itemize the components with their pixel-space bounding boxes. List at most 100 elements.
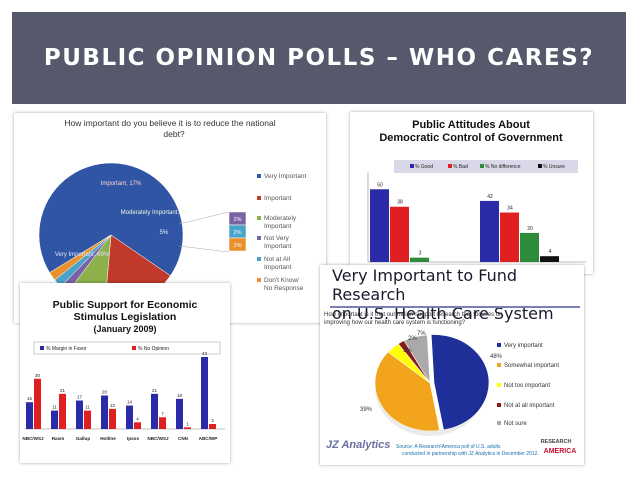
bar1-bar bbox=[390, 206, 409, 262]
bar1-value-label: 3 bbox=[419, 251, 422, 257]
bar2-value-label: 1 bbox=[186, 421, 189, 426]
pie1-title-line2: debt? bbox=[163, 129, 185, 139]
health-research-pie-chart: How important is it that our nation supp… bbox=[324, 312, 576, 457]
bar2-bar bbox=[134, 422, 141, 429]
democratic-control-panel: Public Attitudes About Democratic Contro… bbox=[350, 112, 593, 274]
pie2-legend-label: Not at all important bbox=[504, 403, 555, 409]
pie2-pct-label: 48% bbox=[490, 354, 503, 360]
pie2-slice bbox=[403, 334, 431, 384]
pie2-legend-label: Somewhat important bbox=[504, 363, 559, 369]
bar1-value-label: 42 bbox=[487, 194, 493, 200]
bar2-bar bbox=[209, 423, 216, 429]
bar2-value-label: 18 bbox=[177, 393, 183, 398]
breakout-label: 2% bbox=[234, 230, 242, 236]
bar1-legend-swatch bbox=[448, 164, 452, 168]
pie2-pct-label: 39% bbox=[360, 407, 373, 413]
bar1-legend-box bbox=[394, 160, 578, 173]
pie1-slice-label: Moderately Important, 9% bbox=[121, 210, 190, 216]
bar2-category-label: CNN bbox=[178, 436, 189, 441]
bar1-bar bbox=[410, 257, 429, 262]
slide-title: PUBLIC OPINION POLLS – WHO CARES? bbox=[43, 45, 595, 71]
bar1-legend-label: % Good bbox=[415, 164, 433, 170]
bar1-value-label: 34 bbox=[507, 206, 513, 212]
pie1-slice-label: Very Important, 69% bbox=[55, 252, 110, 258]
bar2-value-label: 21 bbox=[60, 388, 66, 393]
bar2-legend-swatch bbox=[132, 346, 136, 350]
pie1-slice bbox=[38, 162, 184, 277]
bar2-bar bbox=[26, 402, 33, 429]
pie2-legend-swatch bbox=[497, 421, 501, 425]
bar2-category-label: Rasm bbox=[52, 436, 65, 441]
pie1-legend-swatch bbox=[257, 257, 261, 261]
bar2-value-label: 21 bbox=[152, 388, 158, 393]
pie2-legend-label: Very important bbox=[504, 343, 543, 349]
bar2-bar bbox=[159, 417, 166, 429]
pie2-legend-swatch bbox=[497, 343, 501, 347]
bar1-title-line2: Democratic Control of Government bbox=[379, 132, 563, 144]
bar2-bar bbox=[34, 378, 41, 429]
bar1-title-line1: Public Attitudes About bbox=[412, 119, 530, 131]
bar1-legend-swatch bbox=[538, 164, 542, 168]
stimulus-support-panel: Public Support for Economic Stimulus Leg… bbox=[20, 283, 230, 463]
bar1-legend-swatch bbox=[410, 164, 414, 168]
bar1-bar bbox=[540, 256, 559, 262]
pie2-question-line2: improving how our health care system is … bbox=[324, 320, 466, 326]
pie2-pct-label: 5% bbox=[403, 348, 412, 354]
bar2-category-label: NBC/WSJ bbox=[147, 436, 169, 441]
breakout-connector bbox=[178, 211, 230, 225]
bar1-value-label: 20 bbox=[527, 226, 533, 232]
bar1-legend-label: % Bad bbox=[453, 164, 468, 170]
national-debt-pie-chart: How important do you believe it is to re… bbox=[38, 118, 306, 308]
health-research-title: Very Important to Fund Research on U.S. … bbox=[332, 266, 584, 323]
breakout-label: 2% bbox=[234, 243, 242, 249]
bar2-value-label: 12 bbox=[110, 403, 116, 408]
bar1-legend-label: % No difference bbox=[485, 164, 521, 170]
bar2-legend-label: % Margin in Favor bbox=[46, 346, 87, 352]
bar2-bar bbox=[51, 410, 58, 429]
bar2-value-label: 7 bbox=[161, 411, 164, 416]
pie2-legend-label: Not sure bbox=[504, 421, 527, 427]
pie2-slice bbox=[374, 351, 440, 432]
pie1-legend-label: Moderately Important bbox=[264, 215, 297, 230]
bar2-bar bbox=[151, 393, 158, 429]
bar1-bar bbox=[480, 200, 499, 262]
bar1-bar bbox=[500, 212, 519, 262]
bar2-bar bbox=[176, 398, 183, 429]
bar2-bar bbox=[59, 393, 66, 429]
bar2-bar bbox=[184, 427, 191, 429]
bar2-category-label: Hotline bbox=[100, 436, 116, 441]
health-research-title-line2: on U.S. Health Care System bbox=[332, 304, 554, 323]
pie1-inner-label: 5% bbox=[160, 230, 169, 236]
bar2-title-line1: Public Support for Economic bbox=[53, 299, 198, 311]
bar2-bar bbox=[201, 357, 208, 429]
bar1-value-label: 50 bbox=[377, 182, 383, 188]
bar2-value-label: 20 bbox=[102, 390, 108, 395]
pie2-pct-label: 2% bbox=[408, 336, 417, 342]
source-note-line2: conducted in partnership with JZ Analyti… bbox=[402, 451, 539, 457]
pie1-title-line1: How important do you believe it is to re… bbox=[64, 118, 275, 128]
breakout-label: 2% bbox=[234, 217, 242, 223]
bar2-value-label: 43 bbox=[202, 351, 208, 356]
bar1-bar bbox=[520, 232, 539, 262]
bar2-legend-swatch bbox=[40, 346, 44, 350]
bar2-value-label: 17 bbox=[77, 395, 83, 400]
bar2-category-label: Gallup bbox=[76, 436, 90, 441]
pie2-question-line1: How important is it that our nation supp… bbox=[324, 312, 502, 318]
bar2-category-label: ABC/WP bbox=[199, 436, 218, 441]
bar1-value-label: 4 bbox=[549, 249, 552, 255]
slide-header: PUBLIC OPINION POLLS – WHO CARES? bbox=[12, 12, 626, 104]
bar2-category-label: Ipsos bbox=[127, 436, 139, 441]
bar2-value-label: 11 bbox=[52, 405, 57, 410]
bar2-value-label: 3 bbox=[211, 418, 214, 423]
pie2-legend-label: Not too important bbox=[504, 383, 550, 389]
bar2-value-label: 11 bbox=[85, 405, 90, 410]
research-america-logo-line1: RESEARCH bbox=[541, 439, 572, 445]
bar1-bar bbox=[370, 189, 389, 262]
bar2-bar bbox=[101, 395, 108, 429]
bar2-bar bbox=[76, 400, 83, 429]
pie1-legend-swatch bbox=[257, 216, 261, 220]
pie1-legend-label: Not Very Important bbox=[264, 235, 292, 250]
bar2-value-label: 16 bbox=[27, 396, 33, 401]
pie1-legend-swatch bbox=[257, 278, 261, 282]
pie1-legend-swatch bbox=[257, 236, 261, 240]
